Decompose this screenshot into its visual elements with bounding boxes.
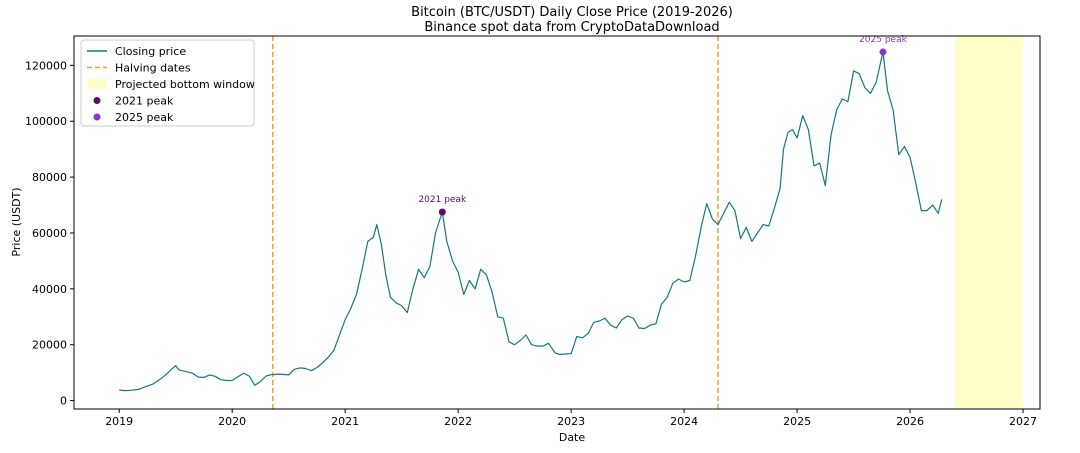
legend-swatch-2025-peak — [93, 113, 101, 121]
x-tick-label: 2024 — [670, 415, 698, 428]
peak-marker-1 — [438, 208, 446, 216]
axes-layer: 2019 2020 2021 2022 2023 2024 2025 2026 2027 0 200… — [25, 35, 1041, 428]
x-tick-label: 2021 — [331, 415, 359, 428]
plot-frame — [73, 35, 1041, 410]
peak-marker-2 — [879, 48, 887, 56]
y-tick-label: 40000 — [32, 283, 67, 296]
series-layer — [119, 51, 943, 392]
peak-label-1: 2021 peak — [418, 195, 467, 205]
closing-price-line — [119, 51, 943, 392]
peaks-layer: 2021 peak 2025 peak — [418, 35, 908, 216]
y-tick-label: 60000 — [32, 227, 67, 240]
x-tick-label: 2025 — [783, 415, 811, 428]
legend-label: 2025 peak — [115, 111, 174, 124]
y-axis-label: Price (USDT) — [10, 187, 23, 256]
legend-label: Halving dates — [115, 62, 191, 75]
y-tick-label: 20000 — [32, 339, 67, 352]
peak-label-2: 2025 peak — [859, 35, 908, 45]
x-axis-label: Date — [559, 431, 586, 444]
legend-box — [80, 39, 255, 127]
x-tick-label: 2026 — [896, 415, 924, 428]
legend-label: Projected bottom window — [115, 78, 255, 91]
x-tick-label: 2027 — [1009, 415, 1037, 428]
x-tick-label: 2019 — [105, 415, 133, 428]
chart-title: Bitcoin (BTC/USDT) Daily Close Price (20… — [411, 5, 733, 20]
legend-swatch-2021-peak — [93, 97, 101, 104]
projected-bottom-window — [955, 36, 1024, 409]
legend-swatch-window — [87, 79, 107, 89]
legend: Closing price Halving dates Projected bott… — [80, 39, 255, 127]
chart-subtitle: Binance spot data from CryptoDataDownloa… — [424, 20, 719, 35]
x-tick-label: 2023 — [557, 415, 585, 428]
y-tick-label: 100000 — [25, 115, 67, 128]
y-tick-label: 0 — [60, 395, 67, 408]
legend-label: Closing price — [115, 45, 186, 58]
y-tick-label: 120000 — [25, 59, 67, 72]
projected-bottom-window-layer — [955, 36, 1024, 409]
x-tick-label: 2022 — [444, 415, 472, 428]
x-tick-label: 2020 — [218, 415, 246, 428]
halving-lines-layer — [272, 36, 719, 409]
legend-label: 2021 peak — [115, 95, 174, 108]
y-tick-label: 80000 — [32, 171, 67, 184]
